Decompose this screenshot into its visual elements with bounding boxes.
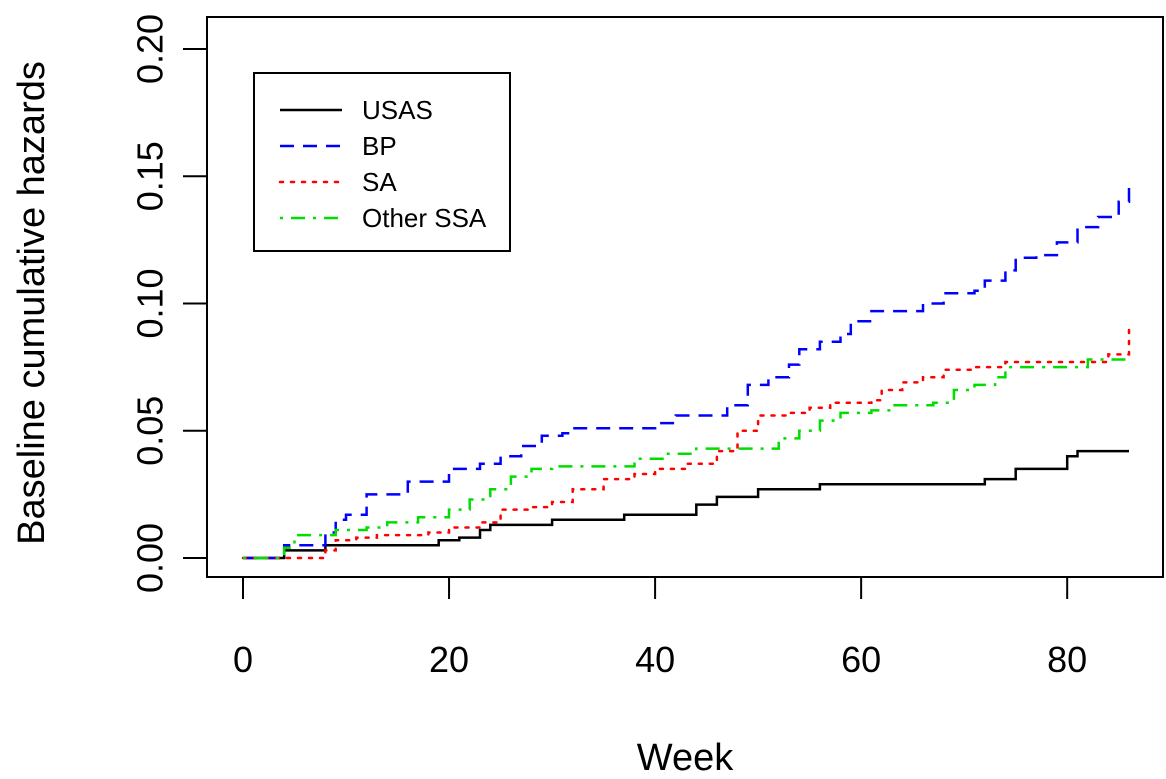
y-axis: 0.00 0.05 0.10 0.15 0.20 xyxy=(130,14,207,593)
series-line-bp xyxy=(243,181,1131,560)
x-axis: 0 20 40 60 80 xyxy=(233,577,1087,680)
plot-area xyxy=(206,16,1164,578)
x-tick-label: 40 xyxy=(635,639,675,680)
x-tick-label: 0 xyxy=(233,639,253,680)
y-tick-label: 0.10 xyxy=(130,268,171,338)
x-tick-label: 80 xyxy=(1047,639,1087,680)
series-lines xyxy=(241,181,1131,560)
series-line-sa xyxy=(241,322,1131,560)
series-line-other-ssa xyxy=(243,358,1129,560)
plot-frame xyxy=(206,16,1164,578)
legend: USAS BP SA Other SSA xyxy=(253,72,511,252)
legend-label: Other SSA xyxy=(362,203,487,233)
y-tick-label: 0.00 xyxy=(130,523,171,593)
legend-label: SA xyxy=(362,167,397,197)
legend-label: USAS xyxy=(362,95,433,125)
legend-label: BP xyxy=(362,131,397,161)
y-tick-label: 0.05 xyxy=(130,396,171,466)
y-tick-label: 0.15 xyxy=(130,141,171,211)
x-tick-label: 60 xyxy=(841,639,881,680)
series-line-usas xyxy=(243,449,1129,560)
x-axis-title: Week xyxy=(637,737,734,779)
y-axis-title: Baseline cumulative hazards xyxy=(11,61,53,545)
y-tick-label: 0.20 xyxy=(130,14,171,84)
x-tick-label: 20 xyxy=(429,639,469,680)
legend-box xyxy=(253,72,511,252)
